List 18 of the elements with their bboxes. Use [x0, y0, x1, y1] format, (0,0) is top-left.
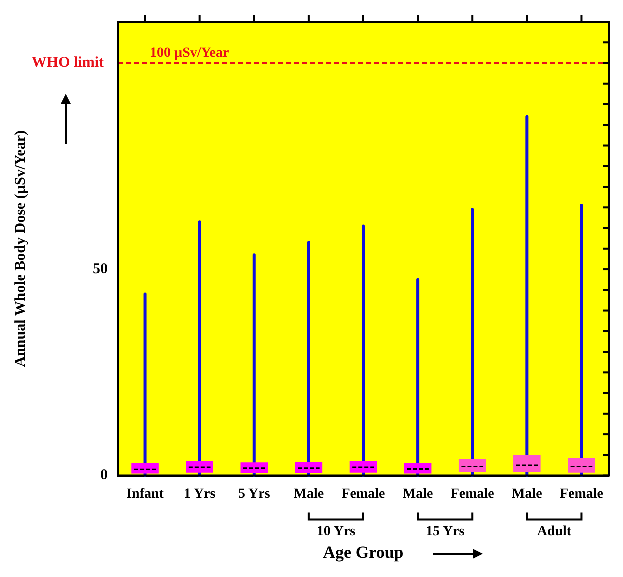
y-tick-label: 50: [93, 261, 108, 278]
y-tick-label: 0: [100, 468, 108, 484]
x-tick-label: Male: [512, 486, 542, 502]
annotation: 100 µSv/Year: [150, 46, 230, 61]
y-axis-title: Annual Whole Body Dose (µSv/Year): [12, 130, 29, 368]
text: Adult: [537, 524, 572, 540]
x-tick-label: Male: [294, 486, 324, 502]
text: 15 Yrs: [426, 524, 466, 540]
x-tick-label: 5 Yrs: [238, 486, 271, 502]
x-tick-label: Female: [450, 486, 494, 502]
x-tick-label: Female: [560, 486, 604, 502]
x-tick-label: Infant: [126, 486, 164, 502]
x-tick-label: Female: [342, 486, 386, 502]
x-tick-label: Male: [402, 486, 434, 502]
ref-line-label: WHO limit: [32, 55, 104, 72]
x-tick-label: 1 Yrs: [184, 486, 216, 502]
x-axis-title: Age Group: [323, 543, 404, 562]
text: 10 Yrs: [316, 524, 356, 540]
